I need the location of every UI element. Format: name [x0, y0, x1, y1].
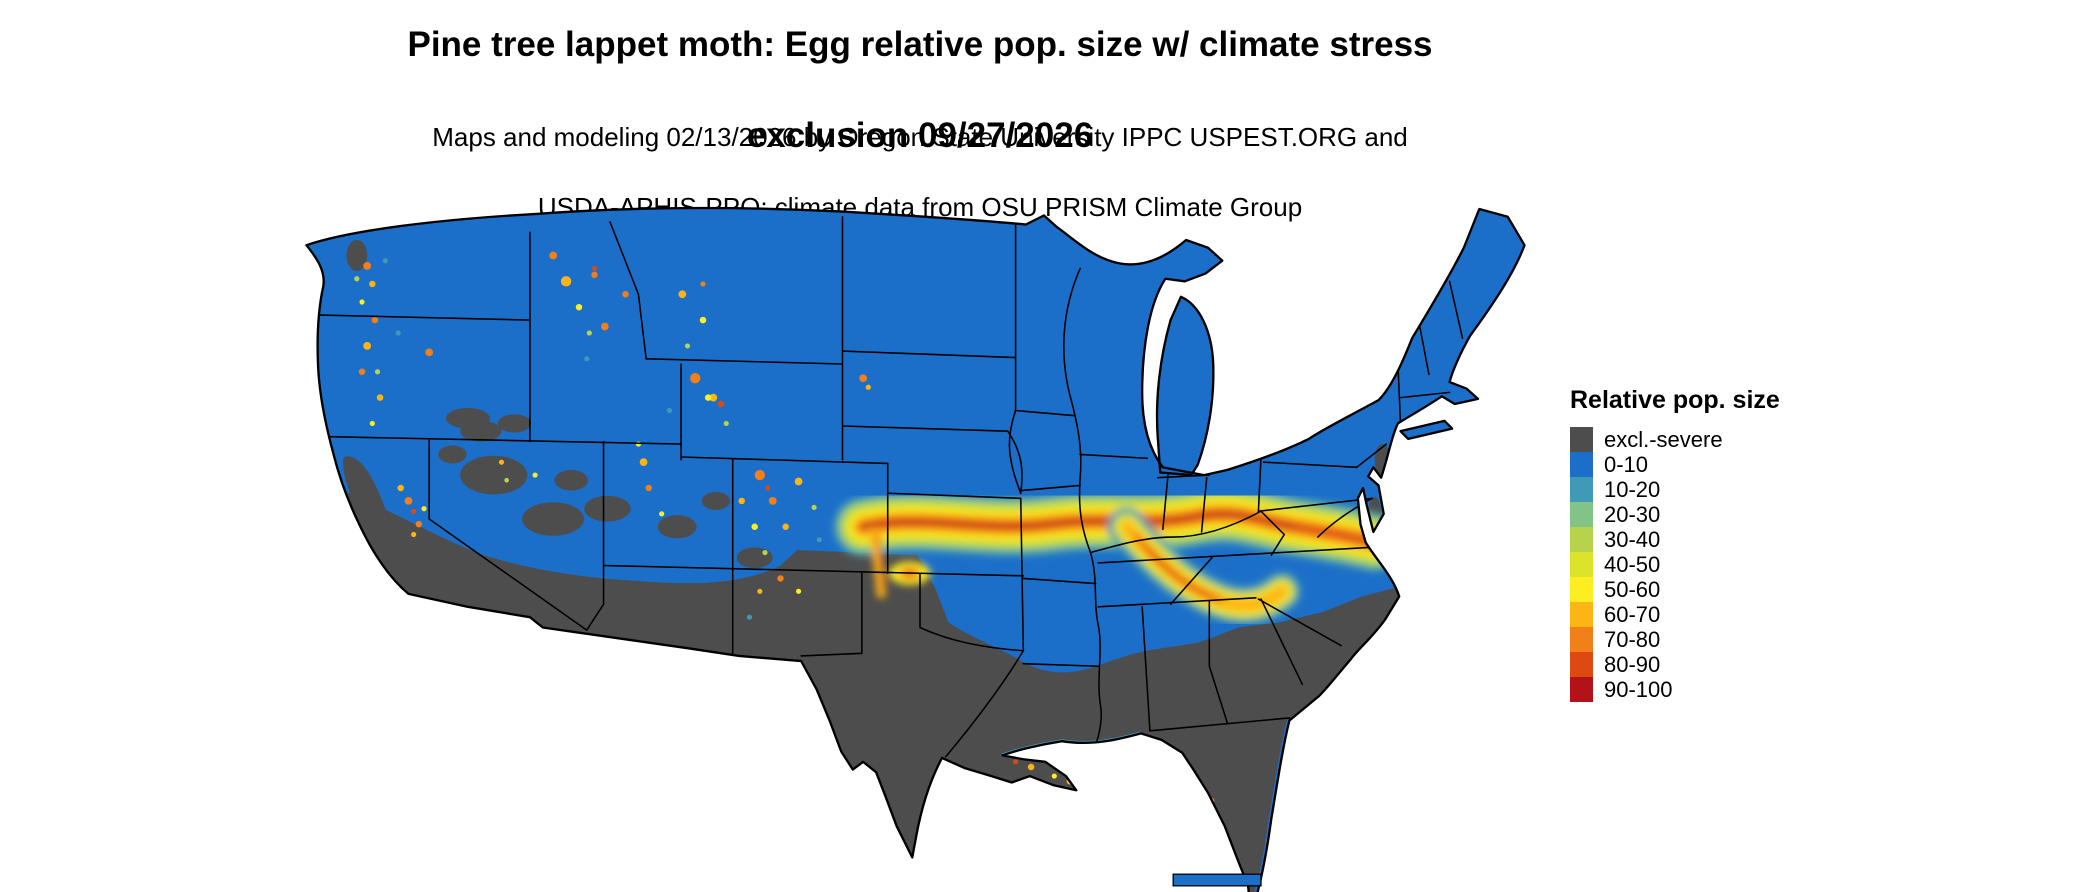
- us-outline: [305, 206, 1526, 892]
- speckles-80-90: [411, 265, 1019, 765]
- map-title: Pine tree lappet moth: Egg relative pop.…: [190, 22, 1650, 159]
- legend-item-label: 60-70: [1604, 602, 1661, 627]
- legend-item: excl.-severe: [1570, 427, 1830, 452]
- legend-item-label: 30-40: [1604, 527, 1661, 552]
- legend-item: 40-50: [1570, 552, 1830, 577]
- legend-item-label: 20-30: [1604, 502, 1661, 527]
- florida-keys-strip: [1172, 873, 1262, 887]
- legend-title: Relative pop. size: [1570, 386, 1780, 414]
- legend-swatch: [1570, 627, 1593, 652]
- legend-item: 70-80: [1570, 627, 1830, 652]
- legend-swatch: [1570, 477, 1593, 502]
- caprock-streak-outer: [868, 527, 886, 599]
- speckles-60-70: [363, 276, 1074, 785]
- state-borders: [312, 215, 1464, 786]
- tennessee-branch-80-90: [1145, 545, 1214, 599]
- legend-swatch: [1570, 602, 1593, 627]
- legend-item: 80-90: [1570, 652, 1830, 677]
- speckles-10-20: [382, 258, 822, 620]
- legend-item: 20-30: [1570, 502, 1830, 527]
- legend-swatch: [1570, 452, 1593, 477]
- legend-item: 10-20: [1570, 477, 1830, 502]
- legend-item-label: excl.-severe: [1604, 427, 1723, 452]
- caprock-streak-inner: [875, 532, 887, 592]
- map-title-line1: Pine tree lappet moth: Egg relative pop.…: [407, 25, 1433, 64]
- legend-item-label: 50-60: [1604, 577, 1661, 602]
- speckles-30-40: [354, 276, 817, 556]
- map-subtitle-line1: Maps and modeling 02/13/2026 by Oregon S…: [432, 122, 1408, 152]
- long-island-outline: [1399, 419, 1454, 441]
- legend-swatch: [1570, 502, 1593, 527]
- legend-item: 90-100: [1570, 677, 1830, 702]
- legend-item-label: 70-80: [1604, 627, 1661, 652]
- legend-swatch: [1570, 677, 1593, 702]
- us-map: [300, 200, 1540, 892]
- legend-swatch: [1570, 527, 1593, 552]
- legend-item-label: 0-10: [1604, 452, 1649, 477]
- legend-item: 50-60: [1570, 577, 1830, 602]
- title-block: Pine tree lappet moth: Egg relative pop.…: [190, 22, 1650, 159]
- mainland-outline: [305, 206, 1526, 892]
- legend: Relative pop. size excl.-severe 0-10 10-20…: [1570, 386, 1830, 702]
- legend-swatch: [1570, 577, 1593, 602]
- speckles-50-60: [359, 299, 1057, 779]
- legend-item-label: 40-50: [1604, 552, 1661, 577]
- population-overlay: [306, 207, 1525, 892]
- legend-item-label: 80-90: [1604, 652, 1661, 677]
- us-map-svg: [305, 206, 1526, 892]
- legend-item-label: 90-100: [1604, 677, 1673, 702]
- legend-swatch: [1570, 652, 1593, 677]
- legend-items: excl.-severe 0-10 10-20 20-30 30-40 40-50 50-6…: [1570, 427, 1830, 702]
- legend-item: 0-10: [1570, 452, 1830, 477]
- map-title-line2: exclusion 09/27/2026: [746, 116, 1094, 155]
- legend-item: 60-70: [1570, 602, 1830, 627]
- legend-item: 30-40: [1570, 527, 1830, 552]
- michigan-mitten-outline: [1155, 295, 1215, 477]
- legend-swatch: [1570, 552, 1593, 577]
- legend-item-label: 10-20: [1604, 477, 1661, 502]
- legend-swatch: [1570, 427, 1593, 452]
